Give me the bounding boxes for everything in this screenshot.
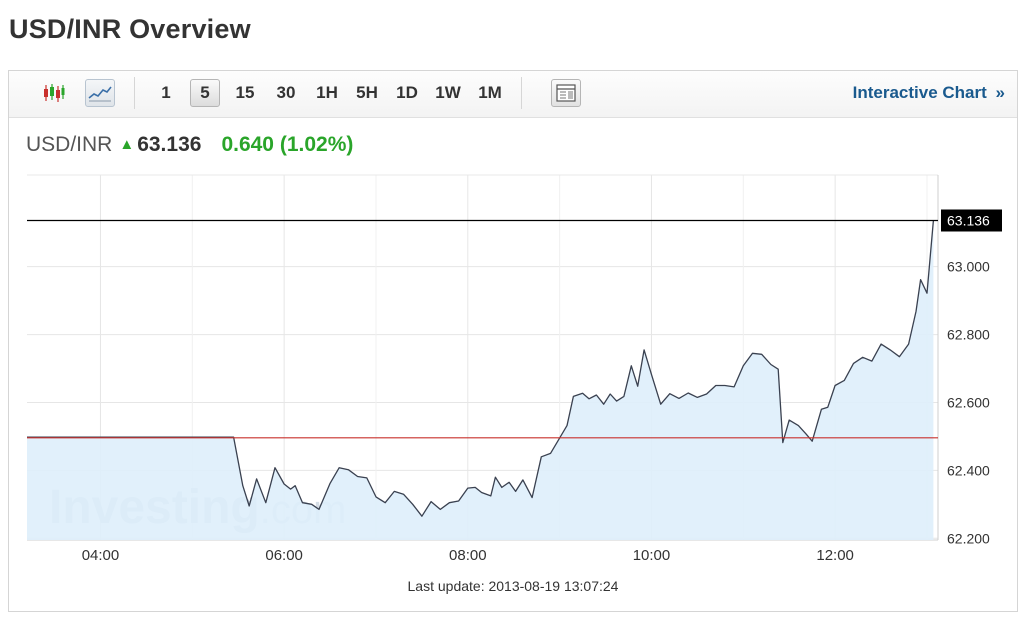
timeframe-1m[interactable]: 1M [478, 83, 502, 102]
timeframe-1h[interactable]: 1H [316, 83, 338, 102]
timeframe-1[interactable]: 1 [161, 83, 171, 102]
x-tick-label: 12:00 [816, 547, 854, 564]
timeframe-30[interactable]: 30 [276, 83, 296, 102]
timeframe-1d[interactable]: 1D [396, 83, 418, 102]
toolbar-separator [521, 77, 522, 109]
timeframe-1w[interactable]: 1W [435, 83, 461, 102]
current-price-badge [941, 209, 1002, 232]
last-update: Last update: 2013-08-19 13:07:24 [407, 578, 619, 594]
price-area [27, 220, 934, 540]
x-tick-label: 04:00 [82, 547, 120, 564]
chart-panel: 1 5 15 30 1H 5H 1D 1W 1M Interactive Cha… [8, 70, 1018, 612]
timeframe-5[interactable]: 5 [190, 79, 220, 107]
y-tick-label: 62.600 [947, 394, 990, 410]
timeframe-5h[interactable]: 5H [356, 83, 378, 102]
interactive-chart-link[interactable]: Interactive Chart » [853, 83, 1005, 103]
x-tick-label: 06:00 [265, 547, 303, 564]
quote-header: USD/INR ▲ 63.136 0.640 (1.02%) [26, 133, 353, 157]
quote-price: 63.136 [137, 133, 202, 156]
double-chevron-right-icon: » [995, 83, 1005, 102]
quote-change: 0.640 (1.02%) [221, 133, 354, 156]
price-chart[interactable]: Investing.com62.20062.40062.60062.80063.… [9, 71, 1017, 571]
candlestick-icon[interactable] [39, 79, 69, 107]
toolbar-separator [134, 77, 135, 109]
price-line [27, 220, 935, 517]
page-title: USD/INR Overview [9, 14, 251, 44]
y-tick-label: 62.400 [947, 462, 990, 478]
y-tick-label: 62.200 [947, 530, 990, 546]
up-arrow-icon: ▲ [119, 136, 135, 153]
x-tick-label: 10:00 [633, 547, 671, 564]
timeframe-15[interactable]: 15 [235, 83, 255, 102]
y-tick-label: 62.800 [947, 327, 990, 343]
table-layout-icon[interactable] [551, 79, 581, 107]
line-chart-icon[interactable] [85, 79, 115, 107]
y-tick-label: 63.000 [947, 259, 990, 275]
x-tick-label: 08:00 [449, 547, 487, 564]
chart-toolbar: 1 5 15 30 1H 5H 1D 1W 1M Interactive Cha… [9, 71, 1017, 118]
interactive-chart-label[interactable]: Interactive Chart [852, 83, 987, 102]
current-price-label: 63.136 [947, 212, 990, 228]
quote-symbol: USD/INR [26, 133, 113, 156]
